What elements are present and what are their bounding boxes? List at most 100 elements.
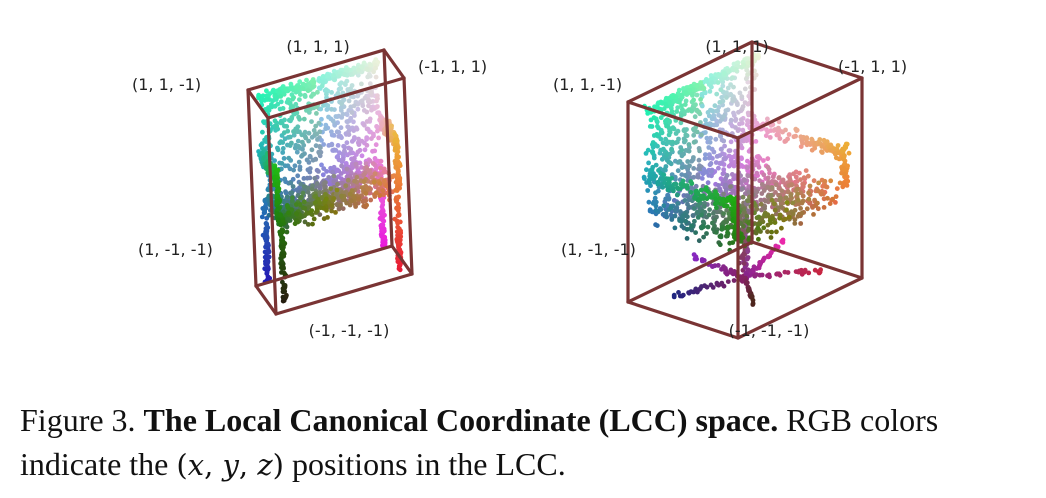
left-point <box>397 161 403 167</box>
right-point <box>707 89 713 94</box>
right-point <box>723 182 728 188</box>
right-point <box>672 225 678 231</box>
left-point <box>289 115 295 120</box>
left-point <box>311 91 317 97</box>
left-cube-edge <box>382 48 394 248</box>
left-point <box>291 132 297 138</box>
left-point <box>314 111 319 116</box>
right-point <box>812 145 818 151</box>
left-point <box>365 186 371 192</box>
left-point <box>329 208 334 214</box>
left-point <box>351 103 357 109</box>
right-point <box>728 117 734 123</box>
right-point <box>664 123 669 129</box>
left-point <box>336 206 342 212</box>
right-point <box>665 139 670 145</box>
left-point <box>339 193 344 199</box>
right-point <box>725 85 731 91</box>
left-point <box>311 216 317 222</box>
left-point <box>290 104 296 109</box>
caption-title: The Local Canonical Coordinate (LCC) spa… <box>143 402 779 438</box>
left-point <box>361 60 367 66</box>
left-point <box>283 86 288 92</box>
right-point <box>716 183 721 188</box>
right-point <box>753 230 759 236</box>
left-point <box>302 92 308 98</box>
right-point <box>689 91 695 97</box>
right-point <box>735 128 741 134</box>
right-point <box>721 283 727 289</box>
right-point <box>779 188 785 194</box>
right-point <box>661 203 667 209</box>
right-point <box>759 272 765 278</box>
left-point <box>396 205 402 211</box>
right-point <box>720 83 726 89</box>
right-point <box>755 225 761 231</box>
right-point <box>731 278 737 283</box>
right-point <box>663 101 668 107</box>
left-point <box>298 181 304 187</box>
right-point <box>795 191 800 197</box>
right-point <box>791 171 796 177</box>
right-point <box>761 172 767 178</box>
left-point <box>310 84 316 90</box>
right-point <box>649 167 655 173</box>
right-point <box>682 102 688 107</box>
right-point <box>753 139 759 144</box>
right-point <box>765 184 771 190</box>
left-point <box>311 80 317 86</box>
right-point <box>701 193 706 199</box>
right-point <box>719 146 724 152</box>
left-point <box>364 119 370 124</box>
left-point <box>381 192 386 198</box>
left-point <box>310 221 315 227</box>
left-point <box>331 148 337 153</box>
right-point <box>779 225 784 231</box>
right-point <box>767 170 772 176</box>
right-corner-label-top-right: (-1, 1, 1) <box>838 57 907 76</box>
right-point <box>762 206 767 211</box>
left-point <box>320 74 326 79</box>
left-point <box>361 122 367 128</box>
right-point <box>647 180 652 186</box>
left-point <box>349 110 355 115</box>
right-point <box>712 103 718 109</box>
left-point <box>331 173 337 179</box>
right-point <box>696 174 701 180</box>
left-point <box>263 233 268 239</box>
right-point <box>683 98 689 104</box>
left-point <box>378 115 383 121</box>
left-point <box>359 153 365 159</box>
right-point <box>783 195 789 201</box>
right-point <box>845 178 850 184</box>
right-point <box>706 145 712 150</box>
left-bounding-cube <box>246 48 414 316</box>
right-point <box>672 207 678 213</box>
right-point <box>701 234 706 240</box>
right-point <box>655 180 660 186</box>
right-point <box>790 211 796 217</box>
right-point <box>793 174 799 180</box>
right-point <box>795 197 801 203</box>
left-point <box>336 134 342 139</box>
left-point <box>377 193 383 199</box>
right-point <box>802 267 808 273</box>
right-point <box>693 230 698 236</box>
right-point <box>767 135 773 140</box>
left-point <box>289 140 294 146</box>
right-point <box>675 168 681 174</box>
left-point <box>396 172 402 178</box>
right-point <box>652 195 658 201</box>
left-point <box>328 186 334 192</box>
left-point <box>372 194 378 199</box>
left-cube-edge <box>266 76 406 120</box>
left-point <box>301 199 307 205</box>
right-point <box>739 156 744 162</box>
left-point <box>329 129 334 135</box>
left-point <box>300 152 306 158</box>
left-point <box>356 136 361 142</box>
left-point <box>276 186 282 192</box>
right-point <box>824 184 830 190</box>
left-point <box>295 138 301 144</box>
right-point <box>806 196 812 202</box>
